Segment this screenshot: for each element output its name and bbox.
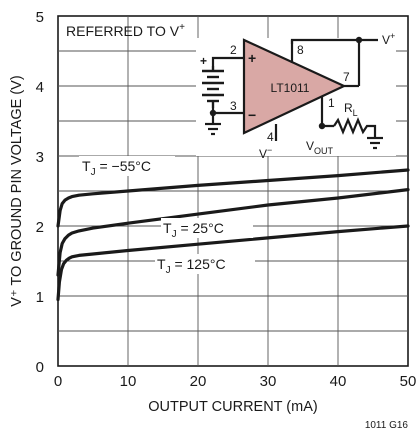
x-axis-title: OUTPUT CURRENT (mA) xyxy=(148,399,317,415)
y-tick-label: 3 xyxy=(36,149,44,166)
series-line-0 xyxy=(56,168,410,228)
pin-1: 1 xyxy=(328,96,335,110)
svg-text:TJ = 25°C: TJ = 25°C xyxy=(163,220,224,240)
series-line-2 xyxy=(56,224,410,302)
pin-8: 8 xyxy=(297,43,304,57)
vout-node xyxy=(318,122,326,130)
x-tick-label: 50 xyxy=(400,373,417,390)
y-tick-label: 4 xyxy=(36,79,44,96)
opamp-body xyxy=(242,38,347,135)
vplus-node xyxy=(355,36,363,44)
curve-label-25: TJ = 25°C xyxy=(161,218,253,240)
y-tick-label: 1 xyxy=(36,289,44,306)
x-tick-label: 10 xyxy=(120,373,137,390)
x-tick-label: 20 xyxy=(190,373,207,390)
y-axis-title: V⁺ TO GROUND PIN VOLTAGE (V) xyxy=(9,75,25,306)
rl-label: RL xyxy=(344,101,358,118)
vout-label: VOUT xyxy=(306,139,334,156)
x-tick-label: 30 xyxy=(260,373,277,390)
vminus-label: V− xyxy=(259,145,272,161)
ground-node xyxy=(209,109,217,117)
pin-3: 3 xyxy=(230,99,237,113)
figure-id: 1011 G16 xyxy=(365,420,409,431)
x-tick-label: 0 xyxy=(54,373,62,390)
battery-symbol xyxy=(202,66,224,108)
svg-text:TJ = −55°C: TJ = −55°C xyxy=(82,158,151,178)
series-line-1 xyxy=(56,188,410,277)
pin-2: 2 xyxy=(230,43,237,57)
pin-7: 7 xyxy=(343,70,350,84)
svg-text:TJ = 125°C: TJ = 125°C xyxy=(157,256,226,276)
vplus-label: V+ xyxy=(382,31,395,47)
y-tick-label: 0 xyxy=(36,359,44,376)
schematic-inset: + LT1011 + − 2 xyxy=(196,31,396,161)
x-tick-labels: 0 10 20 30 40 50 xyxy=(54,373,417,390)
battery-plus: + xyxy=(200,54,207,68)
y-tick-label: 2 xyxy=(36,219,44,236)
curve-label-125: TJ = 125°C xyxy=(155,254,255,276)
y-tick-labels: 0 1 2 3 4 5 xyxy=(36,9,44,376)
curve-label-m55: TJ = −55°C xyxy=(79,156,175,178)
pin-4: 4 xyxy=(267,130,274,144)
noninverting-sign: + xyxy=(248,50,256,66)
referred-annotation: REFERRED TO V+ xyxy=(66,22,185,39)
curves xyxy=(56,168,410,302)
y-tick-label: 5 xyxy=(36,9,44,26)
x-tick-label: 40 xyxy=(330,373,347,390)
inverting-sign: − xyxy=(248,107,256,123)
opamp-label: LT1011 xyxy=(271,81,310,95)
